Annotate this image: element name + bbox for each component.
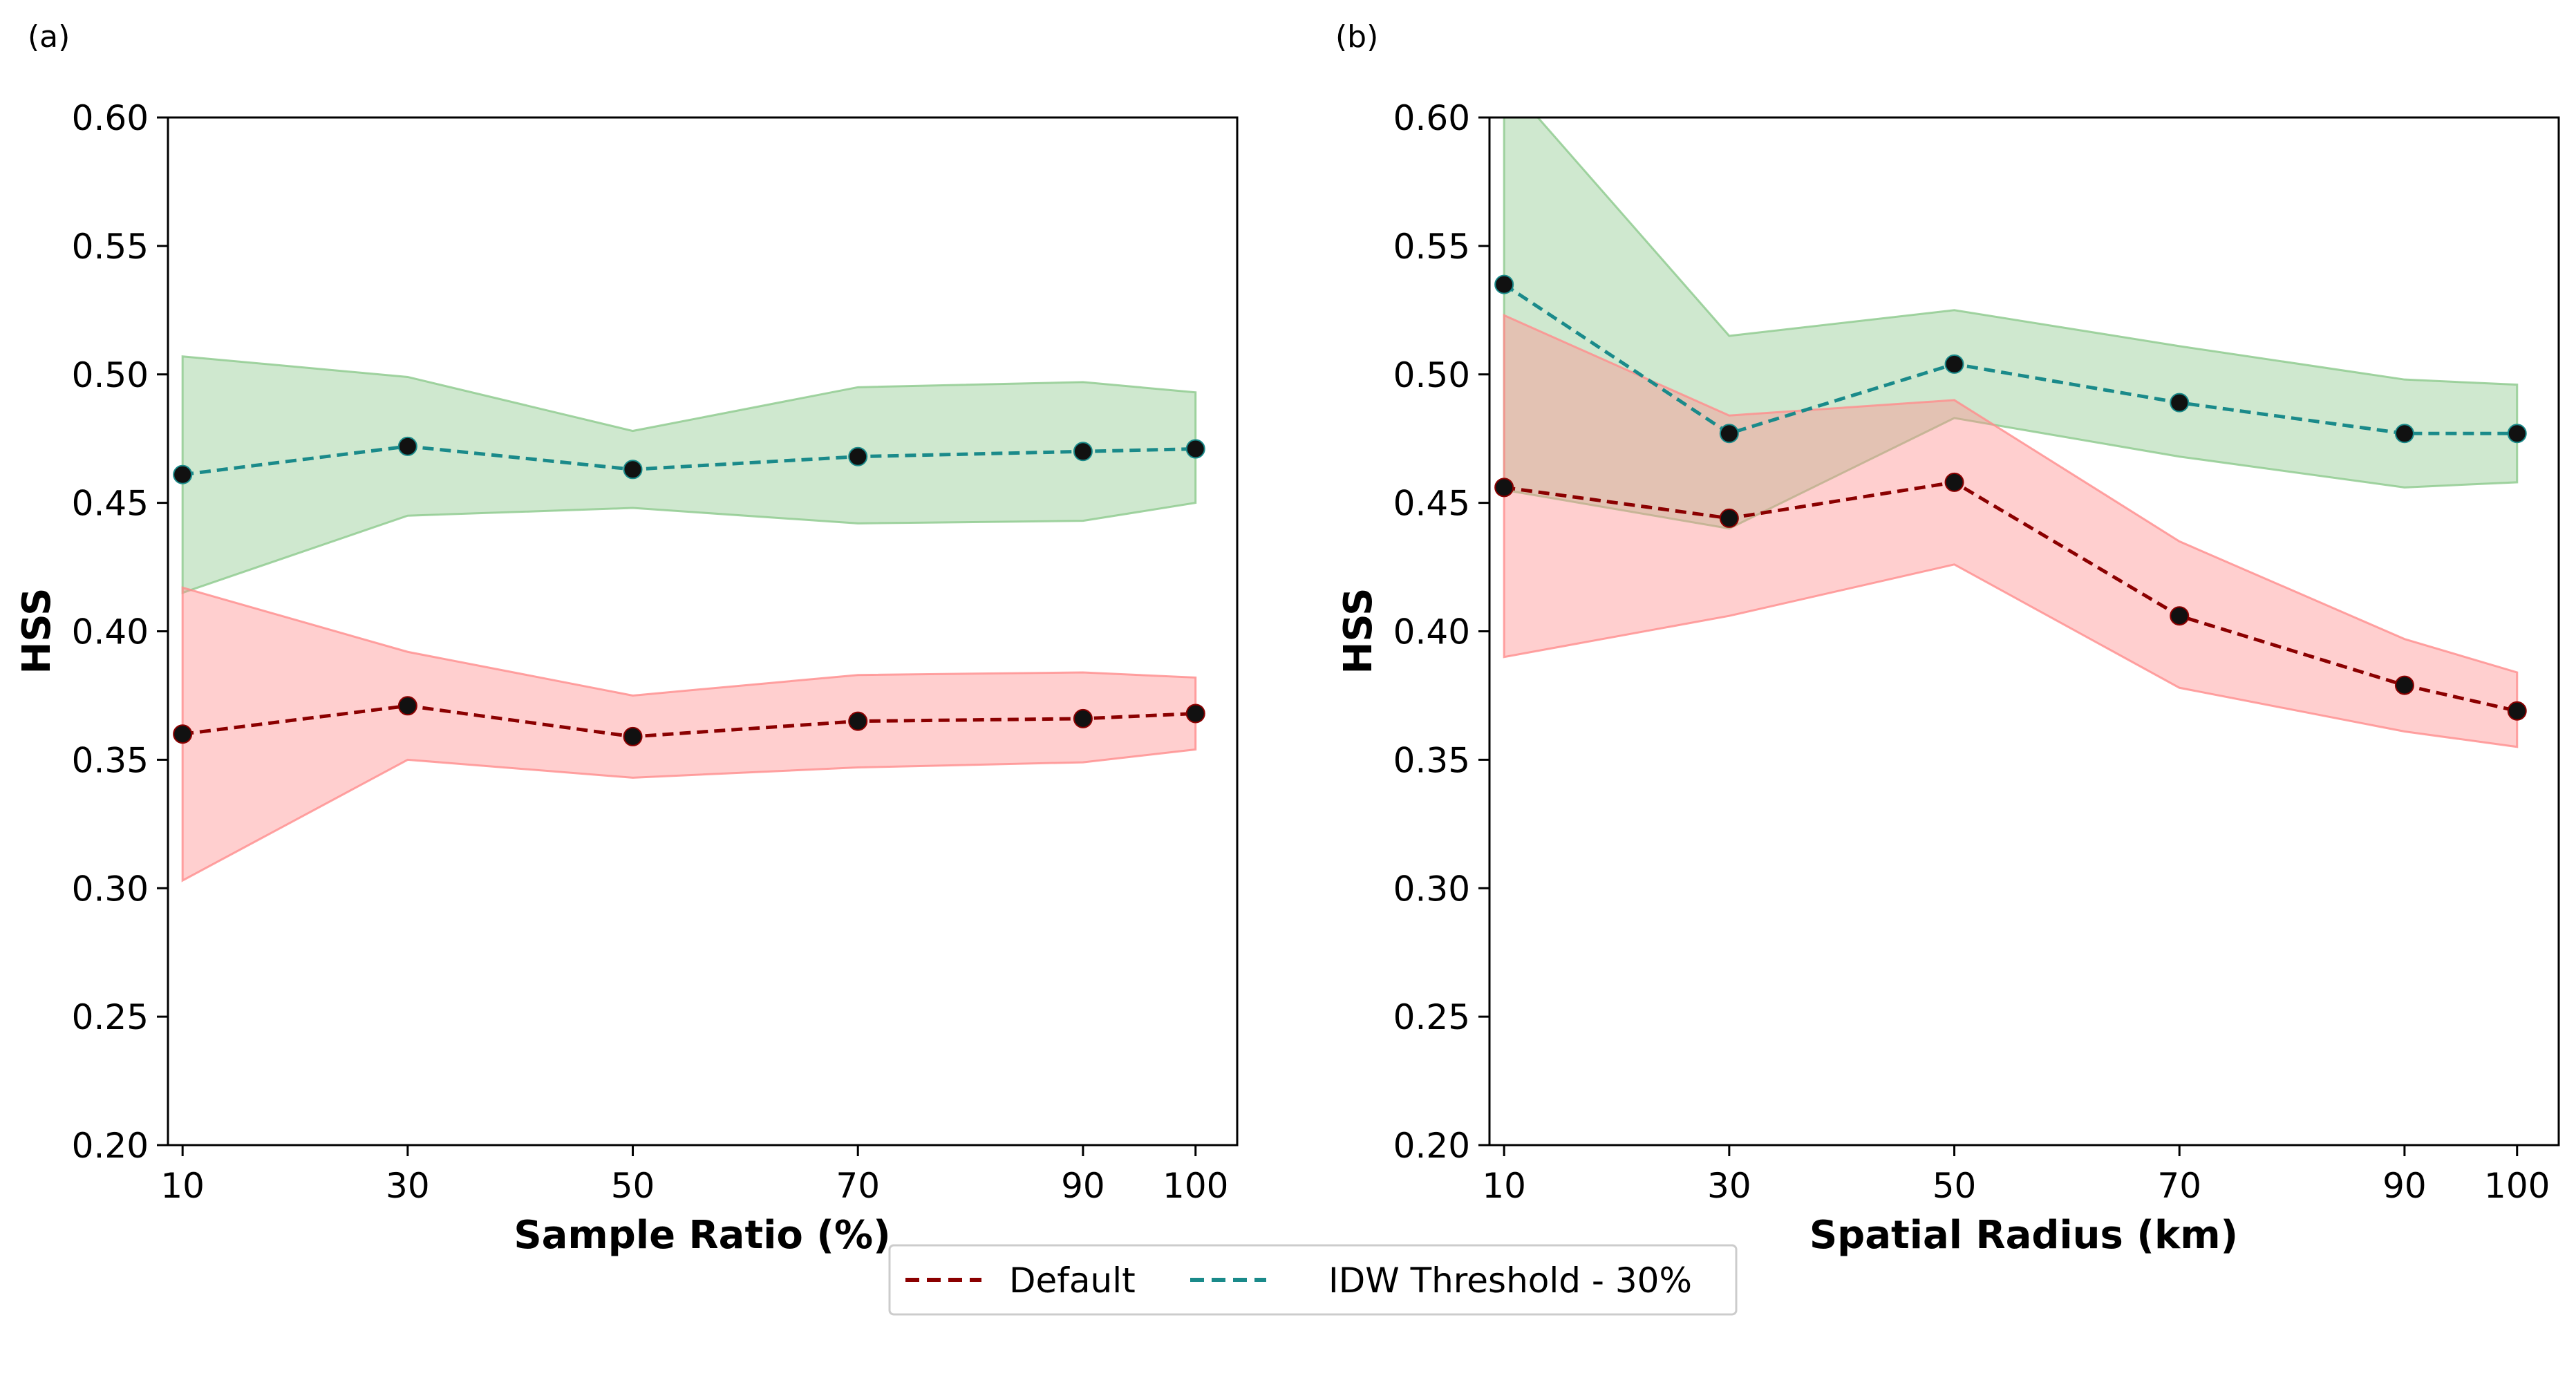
point-idw-30 bbox=[397, 436, 417, 456]
y-tick-label-b: 0.60 bbox=[1393, 98, 1470, 138]
x-tick-label-b: 30 bbox=[1707, 1166, 1751, 1206]
panel-b: (b) 0.20 0.25 0.30 0.35 0.40 0.45 0.50 0.55 0.60… bbox=[1335, 19, 2560, 1258]
x-tick-label-a: 90 bbox=[1061, 1166, 1105, 1206]
point-default-10 bbox=[173, 724, 193, 744]
legend-label-idw: IDW Threshold - 30% bbox=[1328, 1261, 1692, 1301]
x-tick-label-b: 50 bbox=[1933, 1166, 1977, 1206]
y-axis-label-b: HSS bbox=[1336, 587, 1381, 674]
x-tick-label-a: 70 bbox=[836, 1166, 880, 1206]
band-idw bbox=[181, 355, 1197, 594]
legend-box bbox=[888, 1244, 1738, 1316]
point-default-10 bbox=[1494, 478, 1514, 498]
point-default-100 bbox=[1185, 704, 1205, 724]
point-idw-50 bbox=[1944, 354, 1964, 374]
y-tick-label-b: 0.45 bbox=[1393, 484, 1470, 524]
y-tick-label-b: 0.20 bbox=[1393, 1126, 1470, 1166]
y-tick-label-b: 0.40 bbox=[1393, 612, 1470, 652]
x-tick-label-b: 70 bbox=[2157, 1166, 2201, 1206]
plot-area-a bbox=[173, 355, 1205, 883]
point-default-30 bbox=[1719, 508, 1739, 528]
panel-label-b: (b) bbox=[1335, 19, 1378, 55]
x-tick-label-a: 30 bbox=[386, 1166, 430, 1206]
y-tick-label-b: 0.30 bbox=[1393, 869, 1470, 909]
y-tick-label-a: 0.35 bbox=[72, 740, 149, 780]
point-idw-70 bbox=[2170, 393, 2190, 413]
x-tick-label-a: 10 bbox=[160, 1166, 205, 1206]
y-tick-label-a: 0.40 bbox=[72, 612, 149, 652]
y-tick-label-a: 0.60 bbox=[72, 98, 149, 138]
line-default bbox=[1503, 480, 2518, 713]
point-default-70 bbox=[848, 711, 868, 731]
point-default-90 bbox=[1073, 708, 1093, 728]
point-idw-50 bbox=[623, 460, 643, 480]
y-tick-label-b: 0.35 bbox=[1393, 740, 1470, 780]
point-default-90 bbox=[2394, 675, 2414, 695]
x-axis-label-a: Sample Ratio (%) bbox=[514, 1213, 890, 1258]
point-default-70 bbox=[2170, 606, 2190, 626]
x-axis-label-b: Spatial Radius (km) bbox=[1809, 1213, 2238, 1258]
line-idw bbox=[182, 444, 1196, 477]
y-tick-label-a: 0.50 bbox=[72, 355, 149, 395]
y-axis-label-a: HSS bbox=[15, 587, 59, 674]
x-tick-label-a: 100 bbox=[1163, 1166, 1228, 1206]
y-tick-label-b: 0.50 bbox=[1393, 355, 1470, 395]
point-idw-30 bbox=[1719, 424, 1739, 444]
x-tick-label-b: 90 bbox=[2382, 1166, 2427, 1206]
line-idw bbox=[1503, 283, 2517, 435]
y-tick-label-a: 0.20 bbox=[72, 1126, 149, 1166]
y-tick-label-a: 0.55 bbox=[72, 227, 149, 267]
point-idw-100 bbox=[2507, 424, 2527, 444]
panel-a: (a) 0.20 0.25 0.30 0.35 0.40 0.45 0.50 0.55 0.60… bbox=[15, 19, 1239, 1258]
point-idw-70 bbox=[848, 446, 868, 466]
y-tick-label-a: 0.45 bbox=[72, 484, 149, 524]
y-tick-label-b: 0.25 bbox=[1393, 997, 1470, 1037]
point-default-50 bbox=[1944, 472, 1964, 492]
y-tick-label-b: 0.55 bbox=[1393, 227, 1470, 267]
legend: Default IDW Threshold - 30% bbox=[888, 1244, 1738, 1316]
y-tick-label-a: 0.30 bbox=[72, 869, 149, 909]
point-default-30 bbox=[397, 696, 417, 716]
x-tick-label-b: 10 bbox=[1482, 1166, 1526, 1206]
point-idw-100 bbox=[1185, 439, 1205, 459]
x-tick-label-b: 100 bbox=[2484, 1166, 2550, 1206]
point-default-50 bbox=[623, 726, 643, 746]
point-idw-10 bbox=[1494, 274, 1514, 294]
y-tick-label-a: 0.25 bbox=[72, 997, 149, 1037]
legend-label-default: Default bbox=[1009, 1261, 1136, 1301]
panel-label-a: (a) bbox=[28, 19, 70, 55]
point-idw-90 bbox=[2394, 424, 2414, 444]
point-idw-10 bbox=[173, 464, 193, 484]
x-tick-label-a: 50 bbox=[611, 1166, 655, 1206]
point-default-100 bbox=[2507, 701, 2527, 721]
point-idw-90 bbox=[1073, 442, 1093, 462]
axis-ticks-b: 0.20 0.25 0.30 0.35 0.40 0.45 0.50 0.55 0.60 10 30… bbox=[1393, 98, 2550, 1206]
axis-ticks-a: 0.20 0.25 0.30 0.35 0.40 0.45 0.50 0.55 0.60 10 30… bbox=[72, 98, 1229, 1206]
plot-area-b bbox=[1494, 117, 2527, 748]
line-default bbox=[182, 704, 1196, 739]
